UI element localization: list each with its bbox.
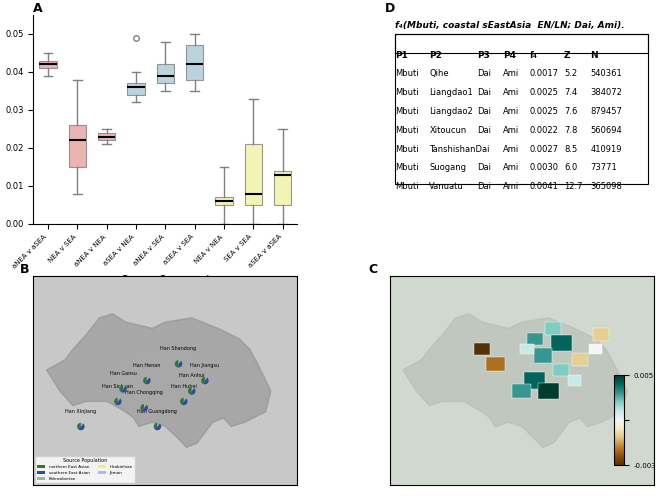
Text: Dai: Dai: [477, 70, 491, 78]
Text: Han Jiangsu: Han Jiangsu: [190, 363, 219, 368]
Text: Han Sichuan: Han Sichuan: [102, 384, 133, 389]
Text: P1: P1: [395, 50, 408, 59]
Text: 0.0022: 0.0022: [530, 126, 558, 134]
Text: Dai: Dai: [477, 126, 491, 134]
Text: 73771: 73771: [590, 164, 617, 172]
Text: Ami: Ami: [503, 70, 520, 78]
Bar: [474, 343, 490, 355]
Text: Han Henan: Han Henan: [133, 363, 161, 368]
Bar: [538, 382, 559, 400]
Text: 7.4: 7.4: [564, 88, 577, 97]
Text: Han Chongqing: Han Chongqing: [125, 390, 163, 395]
PathPatch shape: [69, 125, 86, 167]
Text: 410919: 410919: [590, 144, 622, 154]
Text: Han Anhui: Han Anhui: [179, 374, 205, 378]
Text: Suogang: Suogang: [430, 164, 466, 172]
Text: Ami: Ami: [503, 144, 520, 154]
Bar: [554, 364, 569, 376]
Text: Qihe: Qihe: [430, 70, 449, 78]
Text: Ami: Ami: [503, 107, 520, 116]
Text: Dai: Dai: [477, 182, 491, 191]
Text: Mbuti: Mbuti: [395, 107, 419, 116]
Bar: [568, 376, 581, 386]
Bar: [572, 354, 588, 366]
PathPatch shape: [215, 198, 233, 205]
Text: TanshishanDai: TanshishanDai: [430, 144, 490, 154]
Bar: [534, 348, 552, 363]
Text: Mbuti: Mbuti: [395, 164, 419, 172]
Text: Han Hubei: Han Hubei: [171, 384, 197, 389]
Text: B: B: [20, 263, 29, 276]
Text: Han Shandong: Han Shandong: [161, 346, 197, 352]
Text: f₄(Mbuti, coastal sEastAsia  EN/LN; Dai, Ami).: f₄(Mbuti, coastal sEastAsia EN/LN; Dai, …: [395, 22, 624, 30]
Text: 560694: 560694: [590, 126, 622, 134]
Text: Mbuti: Mbuti: [395, 126, 419, 134]
Bar: [546, 322, 561, 334]
Bar: [512, 384, 531, 398]
Bar: [527, 332, 543, 345]
Text: 0.0041: 0.0041: [530, 182, 558, 191]
Text: Dai: Dai: [477, 164, 491, 172]
Text: Dai: Dai: [477, 107, 491, 116]
Text: Han Gansu: Han Gansu: [109, 372, 137, 376]
Text: 0.0025: 0.0025: [530, 107, 558, 116]
Text: Mbuti: Mbuti: [395, 70, 419, 78]
Text: 5.2: 5.2: [564, 70, 577, 78]
Text: f₄: f₄: [530, 50, 538, 59]
Text: 0.0025: 0.0025: [530, 88, 558, 97]
Text: Ami: Ami: [503, 88, 520, 97]
Text: 384072: 384072: [590, 88, 622, 97]
Text: P2: P2: [430, 50, 442, 59]
Text: Han Xinjiang: Han Xinjiang: [65, 409, 97, 414]
Text: 12.7: 12.7: [564, 182, 582, 191]
PathPatch shape: [274, 170, 291, 205]
PathPatch shape: [127, 84, 145, 95]
Text: N: N: [590, 50, 598, 59]
Text: 365098: 365098: [590, 182, 622, 191]
Text: D: D: [384, 2, 395, 15]
Text: C: C: [369, 263, 378, 276]
PathPatch shape: [39, 60, 57, 68]
Text: 6.0: 6.0: [564, 164, 577, 172]
PathPatch shape: [186, 46, 203, 80]
Text: 0.0030: 0.0030: [530, 164, 558, 172]
Bar: [551, 334, 572, 351]
Bar: [520, 344, 534, 354]
Text: P4: P4: [503, 50, 516, 59]
Polygon shape: [403, 314, 627, 448]
PathPatch shape: [245, 144, 262, 205]
Text: 540361: 540361: [590, 70, 622, 78]
Text: Liangdao2: Liangdao2: [430, 107, 473, 116]
Legend: northern East Asian, southern East Asian, Paleosiberian, Hoabinhian, Jōmon: northern East Asian, southern East Asian…: [35, 456, 135, 483]
Text: Xitoucun: Xitoucun: [430, 126, 466, 134]
Text: 0.0017: 0.0017: [530, 70, 558, 78]
Bar: [486, 356, 504, 371]
Text: Ami: Ami: [503, 164, 520, 172]
Text: Han Guangdong: Han Guangdong: [137, 409, 177, 414]
Text: 7.6: 7.6: [564, 107, 577, 116]
PathPatch shape: [157, 64, 174, 84]
Text: Mbuti: Mbuti: [395, 144, 419, 154]
Text: Mbuti: Mbuti: [395, 88, 419, 97]
Text: Ami: Ami: [503, 182, 520, 191]
Text: 0.0027: 0.0027: [530, 144, 558, 154]
Text: Mbuti: Mbuti: [395, 182, 419, 191]
Text: 879457: 879457: [590, 107, 622, 116]
Polygon shape: [47, 314, 271, 448]
Text: Ami: Ami: [503, 126, 520, 134]
Polygon shape: [113, 349, 218, 412]
Text: Vanuatu: Vanuatu: [430, 182, 464, 191]
Text: Z: Z: [564, 50, 570, 59]
X-axis label: Groups Compared: Groups Compared: [121, 275, 209, 285]
Text: A: A: [33, 2, 43, 15]
PathPatch shape: [98, 132, 115, 140]
Text: Dai: Dai: [477, 88, 491, 97]
Text: 8.5: 8.5: [564, 144, 577, 154]
Text: Liangdao1: Liangdao1: [430, 88, 473, 97]
Bar: [524, 372, 546, 389]
Bar: [593, 328, 609, 341]
Text: P3: P3: [477, 50, 490, 59]
Bar: [589, 344, 602, 354]
Text: 7.8: 7.8: [564, 126, 577, 134]
